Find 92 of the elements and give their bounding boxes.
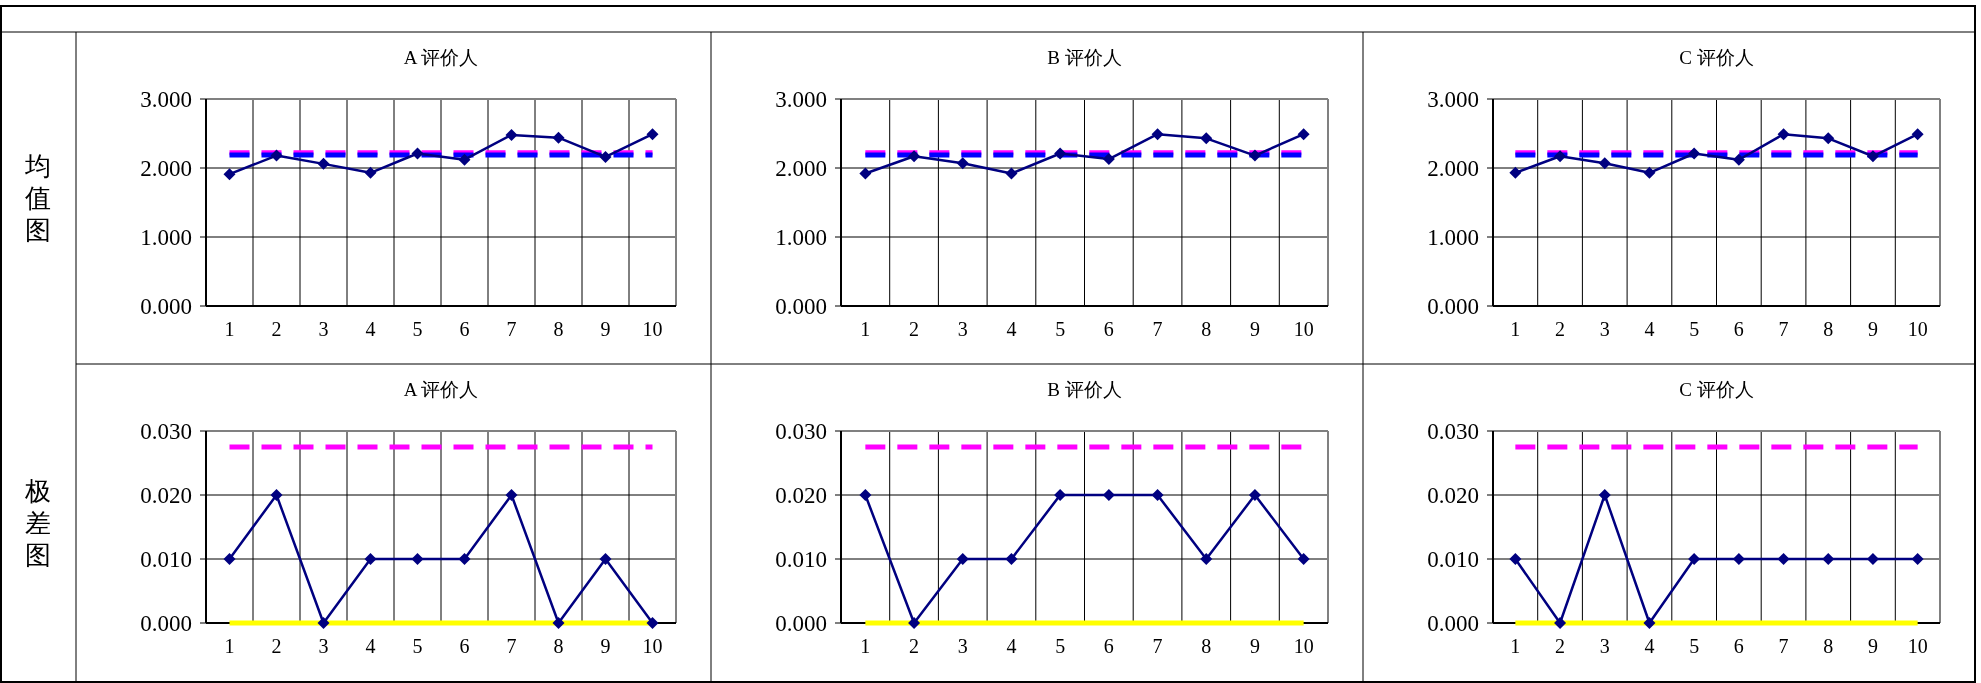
x-tick-label: 6 [1733, 318, 1744, 340]
x-tick-label: 10 [642, 635, 663, 657]
x-tick-label: 2 [909, 318, 920, 340]
y-tick-label: 0.030 [775, 419, 827, 444]
x-tick-label: 9 [1867, 635, 1878, 657]
x-tick-label: 1 [860, 318, 871, 340]
x-tick-label: 6 [1103, 635, 1114, 657]
x-tick-label: 7 [1778, 635, 1789, 657]
y-tick-label: 0.000 [775, 294, 827, 319]
y-tick-label: 3.000 [775, 87, 827, 112]
x-tick-label: 3 [318, 318, 329, 340]
y-tick-label: 3.000 [140, 87, 192, 112]
chart-title: A 评价人 [403, 47, 479, 68]
y-tick-label: 0.010 [140, 547, 192, 572]
x-tick-label: 3 [1599, 318, 1610, 340]
x-tick-label: 2 [271, 635, 282, 657]
x-tick-label: 8 [1823, 635, 1834, 657]
y-tick-label: 1.000 [1427, 225, 1479, 250]
y-tick-label: 0.030 [1427, 419, 1479, 444]
x-tick-label: 1 [1510, 635, 1521, 657]
y-tick-label: 0.020 [775, 483, 827, 508]
x-tick-label: 2 [909, 635, 920, 657]
x-tick-label: 9 [600, 318, 611, 340]
x-tick-label: 8 [553, 635, 564, 657]
x-tick-label: 1 [1510, 318, 1521, 340]
x-tick-label: 10 [1907, 318, 1928, 340]
y-tick-label: 0.030 [140, 419, 192, 444]
x-tick-label: 1 [224, 635, 235, 657]
x-tick-label: 6 [459, 635, 470, 657]
x-tick-label: 9 [600, 635, 611, 657]
x-tick-label: 10 [1293, 318, 1314, 340]
x-tick-label: 8 [1201, 635, 1212, 657]
x-tick-label: 7 [506, 318, 517, 340]
x-tick-label: 3 [1599, 635, 1610, 657]
x-tick-label: 4 [365, 635, 376, 657]
x-tick-label: 8 [1201, 318, 1212, 340]
y-tick-label: 2.000 [1427, 156, 1479, 181]
y-tick-label: 0.000 [140, 611, 192, 636]
x-tick-label: 5 [1689, 318, 1700, 340]
chart-title: C 评价人 [1679, 47, 1754, 68]
x-tick-label: 7 [1152, 318, 1163, 340]
y-tick-label: 1.000 [140, 225, 192, 250]
y-tick-label: 0.020 [140, 483, 192, 508]
y-tick-label: 0.000 [1427, 611, 1479, 636]
x-tick-label: 10 [1907, 635, 1928, 657]
x-tick-label: 7 [506, 635, 517, 657]
y-tick-label: 0.000 [1427, 294, 1479, 319]
x-tick-label: 6 [1733, 635, 1744, 657]
x-tick-label: 3 [318, 635, 329, 657]
x-tick-label: 7 [1778, 318, 1789, 340]
x-tick-label: 4 [1644, 635, 1655, 657]
x-tick-label: 1 [224, 318, 235, 340]
y-axis-title: 极差图 [24, 475, 51, 570]
x-tick-label: 4 [1644, 318, 1655, 340]
x-tick-label: 5 [1689, 635, 1700, 657]
y-tick-label: 0.010 [1427, 547, 1479, 572]
y-tick-label: 3.000 [1427, 87, 1479, 112]
x-tick-label: 3 [957, 635, 968, 657]
y-tick-label: 0.020 [1427, 483, 1479, 508]
x-tick-label: 4 [1006, 318, 1017, 340]
x-tick-label: 5 [1055, 318, 1066, 340]
x-tick-label: 2 [1555, 635, 1566, 657]
chart-title: A 评价人 [403, 379, 479, 400]
x-tick-label: 5 [412, 318, 423, 340]
chart-title: B 评价人 [1047, 379, 1122, 400]
x-tick-label: 10 [1293, 635, 1314, 657]
x-tick-label: 6 [1103, 318, 1114, 340]
x-tick-label: 1 [860, 635, 871, 657]
x-tick-label: 8 [1823, 318, 1834, 340]
y-tick-label: 0.010 [775, 547, 827, 572]
chart-title: C 评价人 [1679, 379, 1754, 400]
y-axis-title: 均值图 [24, 151, 51, 245]
x-tick-label: 9 [1249, 318, 1260, 340]
y-tick-label: 0.000 [140, 294, 192, 319]
y-tick-label: 2.000 [775, 156, 827, 181]
x-tick-label: 4 [1006, 635, 1017, 657]
y-tick-label: 2.000 [140, 156, 192, 181]
x-tick-label: 2 [271, 318, 282, 340]
x-tick-label: 5 [1055, 635, 1066, 657]
x-tick-label: 9 [1867, 318, 1878, 340]
x-tick-label: 6 [459, 318, 470, 340]
x-tick-label: 2 [1555, 318, 1566, 340]
x-tick-label: 7 [1152, 635, 1163, 657]
x-tick-label: 5 [412, 635, 423, 657]
y-tick-label: 1.000 [775, 225, 827, 250]
x-tick-label: 9 [1249, 635, 1260, 657]
x-tick-label: 3 [957, 318, 968, 340]
x-tick-label: 10 [642, 318, 663, 340]
x-tick-label: 4 [365, 318, 376, 340]
x-tick-label: 8 [553, 318, 564, 340]
y-tick-label: 0.000 [775, 611, 827, 636]
chart-title: B 评价人 [1047, 47, 1122, 68]
